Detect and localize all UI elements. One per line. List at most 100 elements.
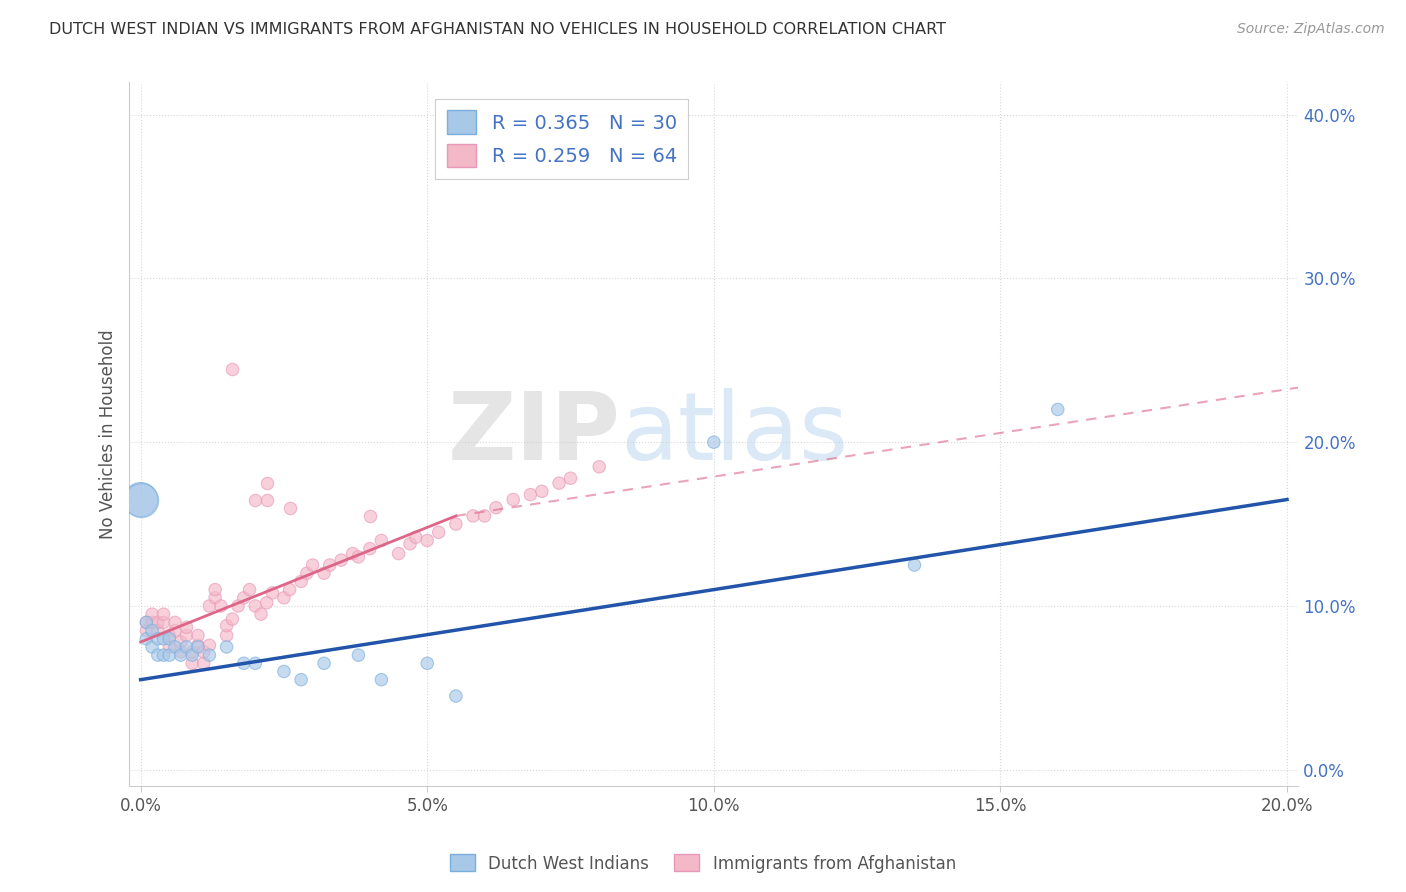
Point bbox=[198, 599, 221, 613]
Point bbox=[1046, 402, 1069, 417]
Point bbox=[238, 582, 260, 597]
Point bbox=[170, 648, 193, 662]
Point bbox=[474, 508, 496, 523]
Point bbox=[187, 638, 209, 652]
Point bbox=[152, 648, 174, 662]
Point bbox=[141, 615, 163, 630]
Point bbox=[903, 558, 925, 572]
Point bbox=[519, 488, 541, 502]
Point bbox=[703, 435, 725, 450]
Text: Source: ZipAtlas.com: Source: ZipAtlas.com bbox=[1237, 22, 1385, 37]
Point bbox=[273, 591, 295, 605]
Point bbox=[176, 628, 198, 642]
Point bbox=[157, 632, 180, 646]
Point bbox=[405, 530, 427, 544]
Point bbox=[193, 645, 215, 659]
Legend: Dutch West Indians, Immigrants from Afghanistan: Dutch West Indians, Immigrants from Afgh… bbox=[443, 847, 963, 880]
Point bbox=[170, 635, 193, 649]
Point bbox=[290, 574, 312, 589]
Point bbox=[146, 615, 169, 630]
Point bbox=[548, 476, 571, 491]
Point bbox=[560, 471, 582, 485]
Point bbox=[444, 689, 467, 703]
Point bbox=[278, 500, 301, 515]
Point bbox=[530, 484, 553, 499]
Point bbox=[370, 533, 392, 548]
Legend: R = 0.365   N = 30, R = 0.259   N = 64: R = 0.365 N = 30, R = 0.259 N = 64 bbox=[436, 99, 689, 179]
Point bbox=[416, 657, 439, 671]
Point bbox=[226, 599, 249, 613]
Point bbox=[141, 624, 163, 638]
Point bbox=[198, 648, 221, 662]
Point bbox=[187, 628, 209, 642]
Point bbox=[232, 591, 254, 605]
Point bbox=[232, 657, 254, 671]
Point bbox=[319, 558, 342, 572]
Point bbox=[157, 648, 180, 662]
Point bbox=[502, 492, 524, 507]
Point bbox=[359, 508, 381, 523]
Point bbox=[170, 645, 193, 659]
Point bbox=[245, 657, 267, 671]
Point bbox=[221, 361, 243, 376]
Point bbox=[245, 492, 267, 507]
Point bbox=[256, 596, 278, 610]
Point bbox=[588, 459, 610, 474]
Point bbox=[330, 553, 353, 567]
Text: atlas: atlas bbox=[620, 388, 849, 480]
Point bbox=[444, 517, 467, 532]
Point bbox=[129, 492, 152, 507]
Point bbox=[215, 640, 238, 654]
Point bbox=[262, 586, 284, 600]
Point bbox=[215, 628, 238, 642]
Point bbox=[204, 591, 226, 605]
Point bbox=[141, 607, 163, 622]
Point bbox=[209, 599, 232, 613]
Point bbox=[278, 582, 301, 597]
Text: ZIP: ZIP bbox=[447, 388, 620, 480]
Point bbox=[215, 618, 238, 632]
Point bbox=[370, 673, 392, 687]
Point bbox=[146, 632, 169, 646]
Point bbox=[290, 673, 312, 687]
Point bbox=[152, 632, 174, 646]
Point bbox=[181, 645, 204, 659]
Point bbox=[135, 615, 157, 630]
Point bbox=[198, 638, 221, 652]
Point bbox=[347, 549, 370, 564]
Point bbox=[135, 615, 157, 630]
Point bbox=[176, 640, 198, 654]
Point bbox=[146, 624, 169, 638]
Point bbox=[342, 547, 364, 561]
Point bbox=[176, 620, 198, 634]
Point bbox=[359, 541, 381, 556]
Point bbox=[245, 599, 267, 613]
Point bbox=[295, 566, 318, 581]
Point bbox=[141, 640, 163, 654]
Point bbox=[221, 612, 243, 626]
Point bbox=[135, 632, 157, 646]
Point bbox=[146, 648, 169, 662]
Point bbox=[181, 657, 204, 671]
Y-axis label: No Vehicles in Household: No Vehicles in Household bbox=[100, 329, 117, 539]
Point bbox=[187, 640, 209, 654]
Point bbox=[204, 582, 226, 597]
Point bbox=[163, 640, 186, 654]
Point bbox=[387, 547, 409, 561]
Point bbox=[152, 615, 174, 630]
Point bbox=[152, 607, 174, 622]
Point bbox=[312, 566, 335, 581]
Point bbox=[485, 500, 508, 515]
Point bbox=[157, 628, 180, 642]
Point bbox=[163, 624, 186, 638]
Point bbox=[273, 665, 295, 679]
Point bbox=[129, 492, 152, 507]
Point bbox=[427, 525, 450, 540]
Point bbox=[193, 657, 215, 671]
Point bbox=[181, 648, 204, 662]
Point bbox=[256, 492, 278, 507]
Point bbox=[301, 558, 323, 572]
Point bbox=[256, 476, 278, 491]
Point bbox=[347, 648, 370, 662]
Text: DUTCH WEST INDIAN VS IMMIGRANTS FROM AFGHANISTAN NO VEHICLES IN HOUSEHOLD CORREL: DUTCH WEST INDIAN VS IMMIGRANTS FROM AFG… bbox=[49, 22, 946, 37]
